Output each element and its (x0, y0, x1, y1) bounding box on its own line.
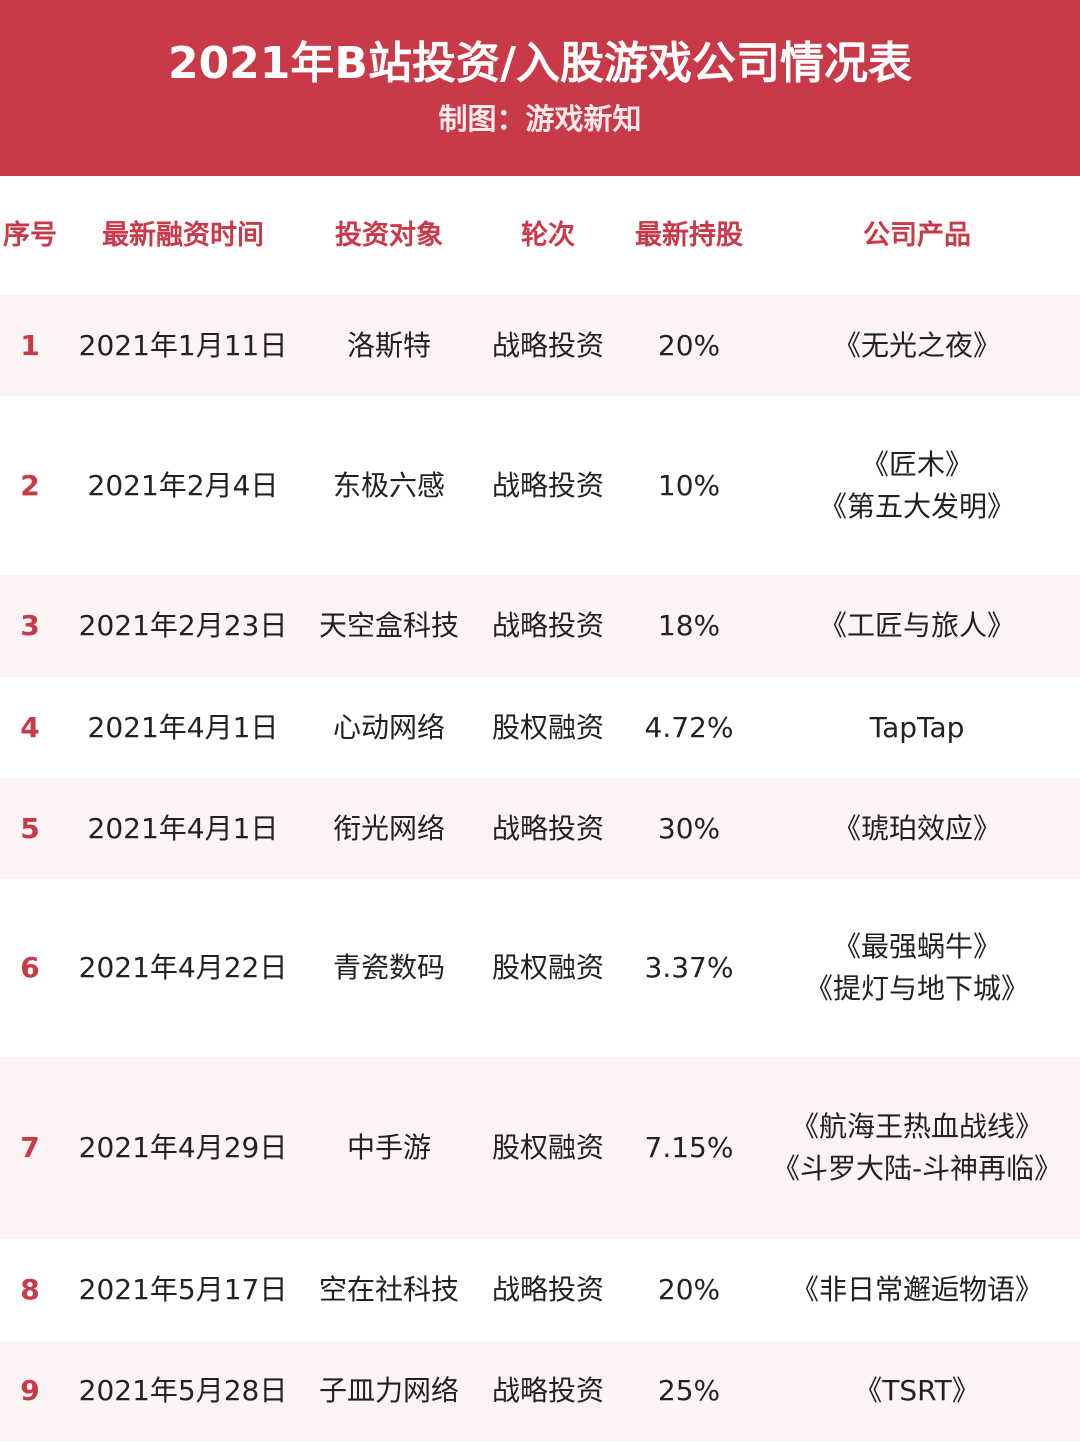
row-index: 7 (20, 1131, 40, 1164)
row-products: 《工匠与旅人》 (754, 575, 1080, 677)
row-date: 2021年1月11日 (78, 328, 288, 362)
row-stake: 20% (657, 1273, 721, 1306)
row-target: 洛斯特 (346, 328, 431, 362)
column-header-index: 序号 (3, 219, 57, 251)
row-round: 战略投资 (491, 1273, 604, 1306)
row-stake: 25% (657, 1374, 721, 1407)
product-name: 《匠木》 (860, 447, 973, 481)
row-stake: 30% (657, 811, 721, 845)
table-row: 9 2021年5月28日 子皿力网络 战略投资 25% 《TSRT》 (0, 1341, 1080, 1441)
row-products: 《匠木》 《第五大发明》 (754, 396, 1080, 575)
row-date: 2021年5月28日 (78, 1374, 288, 1407)
row-stake: 18% (657, 609, 721, 642)
column-header-round: 轮次 (521, 219, 575, 251)
row-round: 战略投资 (491, 609, 604, 642)
table-row: 6 2021年4月22日 青瓷数码 股权融资 3.37% 《最强蜗牛》 《提灯与… (0, 879, 1080, 1057)
row-products: 《非日常邂逅物语》 (754, 1239, 1080, 1341)
row-stake: 20% (657, 328, 721, 362)
product-name: 《工匠与旅人》 (818, 609, 1015, 642)
table-row: 3 2021年2月23日 天空盒科技 战略投资 18% 《工匠与旅人》 (0, 575, 1080, 677)
product-name: 《非日常邂逅物语》 (790, 1273, 1043, 1306)
product-name: 《最强蜗牛》 (832, 930, 1001, 963)
row-round: 战略投资 (491, 1374, 604, 1407)
row-date: 2021年4月1日 (87, 710, 279, 744)
row-date: 2021年2月23日 (78, 609, 288, 642)
row-products: 《TSRT》 (754, 1341, 1080, 1441)
column-header-stake: 最新持股 (635, 219, 743, 251)
row-stake: 7.15% (644, 1131, 734, 1164)
row-round: 股权融资 (491, 710, 604, 744)
page-subtitle: 制图：游戏新知 (438, 102, 642, 136)
row-date: 2021年4月1日 (87, 811, 279, 845)
row-target: 天空盒科技 (318, 609, 459, 642)
row-target: 子皿力网络 (318, 1374, 459, 1407)
row-target: 空在社科技 (318, 1273, 459, 1306)
column-header-row: 序号 最新融资时间 投资对象 轮次 最新持股 公司产品 (0, 176, 1080, 295)
row-index: 8 (20, 1273, 40, 1306)
row-index: 6 (20, 951, 40, 984)
row-target: 东极六感 (332, 468, 445, 502)
row-date: 2021年5月17日 (78, 1273, 288, 1306)
column-header-products: 公司产品 (863, 219, 971, 251)
row-round: 战略投资 (491, 328, 604, 362)
row-products: 《最强蜗牛》 《提灯与地下城》 (754, 879, 1080, 1057)
product-name: 《琥珀效应》 (832, 811, 1001, 845)
row-index: 4 (20, 710, 40, 744)
row-stake: 4.72% (644, 710, 734, 744)
row-target: 衔光网络 (332, 811, 445, 845)
product-name: 《提灯与地下城》 (804, 972, 1029, 1005)
row-target: 青瓷数码 (332, 951, 445, 984)
product-name: 《无光之夜》 (832, 328, 1001, 362)
table-row: 2 2021年2月4日 东极六感 战略投资 10% 《匠木》 《第五大发明》 (0, 396, 1080, 575)
table-row: 8 2021年5月17日 空在社科技 战略投资 20% 《非日常邂逅物语》 (0, 1239, 1080, 1341)
row-target: 心动网络 (332, 710, 445, 744)
table-row: 4 2021年4月1日 心动网络 股权融资 4.72% TapTap (0, 677, 1080, 778)
page-title: 2021年B站投资/入股游戏公司情况表 (167, 38, 913, 89)
product-name: 《航海王热血战线》 (790, 1110, 1043, 1143)
column-header-date: 最新融资时间 (102, 219, 264, 251)
row-date: 2021年2月4日 (87, 468, 279, 502)
column-header-target: 投资对象 (335, 219, 443, 251)
product-name: TapTap (869, 710, 965, 744)
row-round: 股权融资 (491, 951, 604, 984)
row-index: 3 (20, 609, 40, 642)
row-date: 2021年4月29日 (78, 1131, 288, 1164)
investment-table: 序号 最新融资时间 投资对象 轮次 最新持股 公司产品 1 2021年1月11日… (0, 176, 1080, 1441)
row-index: 1 (20, 328, 40, 362)
product-name: 《第五大发明》 (818, 489, 1015, 523)
table-row: 7 2021年4月29日 中手游 股权融资 7.15% 《航海王热血战线》 《斗… (0, 1057, 1080, 1239)
row-date: 2021年4月22日 (78, 951, 288, 984)
row-target: 中手游 (346, 1131, 431, 1164)
table-header-banner: 2021年B站投资/入股游戏公司情况表 制图：游戏新知 (0, 0, 1080, 176)
row-round: 股权融资 (491, 1131, 604, 1164)
row-products: 《航海王热血战线》 《斗罗大陆-斗神再临》 (754, 1057, 1080, 1239)
row-index: 9 (20, 1374, 40, 1407)
table-row: 1 2021年1月11日 洛斯特 战略投资 20% 《无光之夜》 (0, 295, 1080, 396)
product-name: 《斗罗大陆-斗神再临》 (771, 1152, 1063, 1185)
row-products: TapTap (754, 677, 1080, 778)
row-products: 《琥珀效应》 (754, 778, 1080, 879)
row-index: 5 (20, 811, 40, 845)
row-stake: 10% (657, 468, 721, 502)
row-index: 2 (20, 468, 40, 502)
table-row: 5 2021年4月1日 衔光网络 战略投资 30% 《琥珀效应》 (0, 778, 1080, 879)
row-round: 战略投资 (491, 468, 604, 502)
row-stake: 3.37% (644, 951, 734, 984)
product-name: 《TSRT》 (854, 1374, 980, 1407)
row-round: 战略投资 (491, 811, 604, 845)
row-products: 《无光之夜》 (754, 295, 1080, 396)
